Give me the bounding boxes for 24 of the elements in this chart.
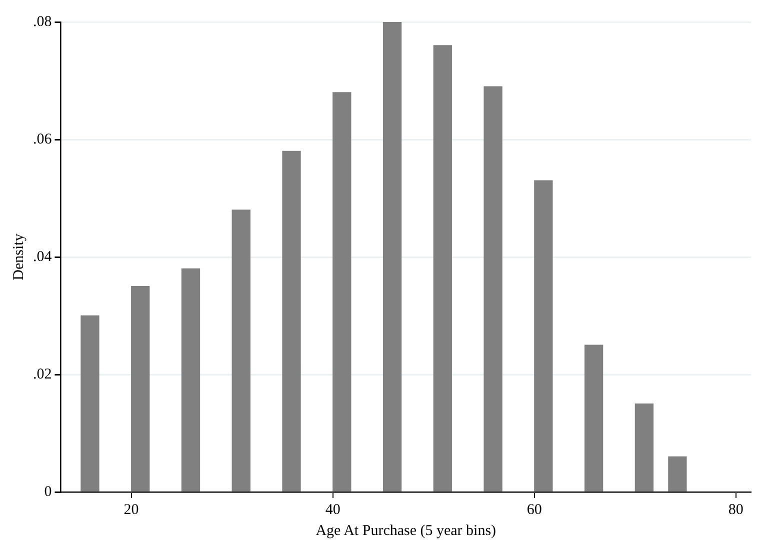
y-tick-label: .06: [33, 131, 52, 148]
bar: [484, 86, 502, 492]
x-axis-title: Age At Purchase (5 year bins): [316, 522, 496, 539]
bar: [634, 404, 654, 492]
y-tick-label: 0: [44, 484, 52, 500]
x-tick-label: 40: [325, 502, 340, 518]
y-tick-label: .04: [33, 248, 52, 265]
bar: [382, 22, 402, 492]
bar: [332, 92, 352, 492]
x-tick-label: 80: [728, 502, 744, 518]
bar: [181, 268, 200, 492]
x-tick-label: 20: [124, 502, 139, 518]
bar: [282, 150, 301, 492]
bar: [584, 344, 604, 492]
y-axis-title: Density: [10, 233, 27, 280]
bar: [80, 315, 100, 492]
x-tick-label: 60: [526, 502, 542, 518]
bar: [534, 180, 553, 492]
y-tick-label: .08: [33, 14, 52, 30]
y-tick-label: .02: [33, 366, 52, 382]
bar: [433, 45, 452, 492]
bar: [232, 210, 250, 492]
bar: [668, 456, 687, 492]
bar: [131, 286, 150, 492]
